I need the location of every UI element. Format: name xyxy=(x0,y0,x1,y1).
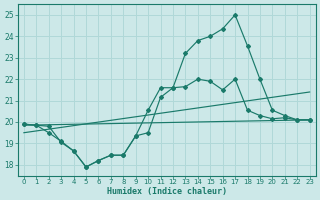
X-axis label: Humidex (Indice chaleur): Humidex (Indice chaleur) xyxy=(107,187,227,196)
